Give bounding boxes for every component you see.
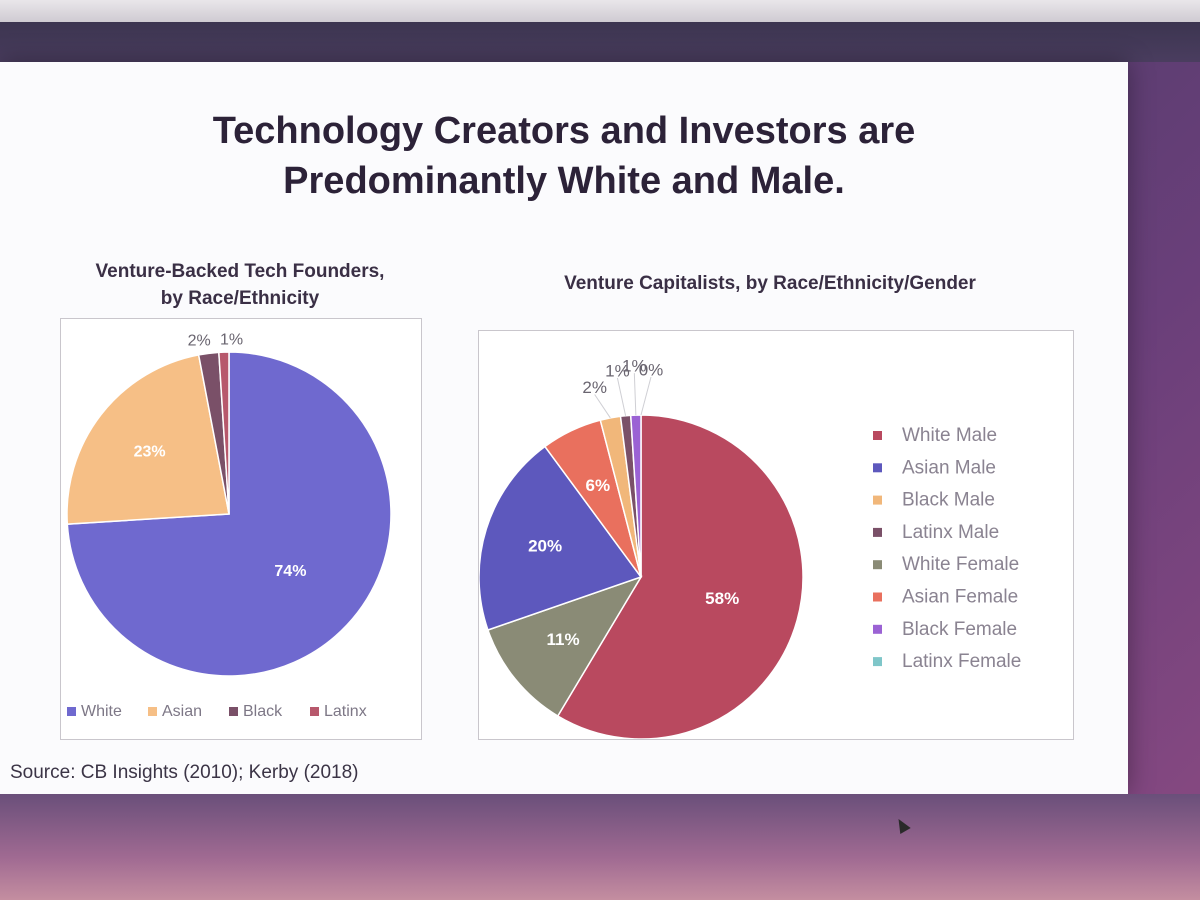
pie-slice-black-female [629,414,642,578]
founders-chart-title: Venture-Backed Tech Founders, by Race/Et… [60,258,420,312]
legend-label-white: White [81,703,122,720]
legend-label-black: Black [243,703,283,720]
founders-chart-title-line2: by Race/Ethnicity [160,288,320,309]
room-wall-below-screen [0,794,1200,900]
slide-title-line2: Predominantly White and Male. [283,160,845,202]
legend-label-asian: Asian [162,703,202,720]
data-label-latinx: 1% [220,331,243,348]
presentation-slide: Technology Creators and Investors are Pr… [0,62,1128,794]
window-top-bar [0,0,1200,22]
vc-chart-title: Venture Capitalists, by Race/Ethnicity/G… [564,273,976,294]
data-label-white-male: 58% [705,589,739,608]
legend-swatch-black-male [873,495,882,505]
legend-label-asian-female: Asian Female [902,587,1018,608]
leader-line-latinx-female [640,376,652,416]
leader-line-black-female [633,373,637,416]
legend-swatch-latinx [310,707,319,716]
vc-chart-panel: 58% 11% 20% 6% 2% 1% 1% 0% White Male Asian Male B… [478,330,1074,740]
legend-swatch-latinx-female [873,657,882,667]
data-label-black-female: 1% [622,357,647,376]
legend-swatch-black-female [873,624,882,634]
legend-swatch-asian-female [873,592,882,602]
legend-swatch-asian-male [873,463,882,473]
legend-label-latinx-female: Latinx Female [902,651,1021,672]
legend-label-asian-male: Asian Male [902,457,996,478]
data-label-asian-male: 20% [528,537,562,556]
data-label-black: 2% [188,333,211,350]
founders-pie-chart: 74% 23% 2% 1% White Asian Black Latinx [66,331,392,720]
source-citation: Source: CB Insights (2010); Kerby (2018) [10,762,359,783]
pie-slice-latinx [218,351,230,515]
data-label-white-female: 11% [546,630,579,649]
legend-label-latinx-male: Latinx Male [902,522,999,543]
founders-chart-title-line1: Venture-Backed Tech Founders, [95,261,385,282]
legend-swatch-asian [148,707,157,716]
legend-swatch-black [229,707,238,716]
pie-slice-asian-male [478,445,643,631]
legend-swatch-white [67,707,76,716]
leader-line-black-male [594,394,611,419]
pie-slice-white-female [486,575,643,718]
legend-label-latinx: Latinx [324,703,367,720]
data-label-black-male: 2% [582,378,607,397]
projector-screen-edge [0,22,1200,62]
pie-slice-white-male [556,414,804,740]
data-label-asian: 23% [134,444,166,461]
legend-label-black-male: Black Male [902,490,995,511]
data-label-asian-female: 6% [586,476,611,495]
legend-label-white-female: White Female [902,554,1019,575]
data-label-white: 74% [274,563,306,580]
leader-line-latinx-male [616,377,627,416]
legend-label-black-female: Black Female [902,619,1017,640]
pie-slice-asian [66,353,230,525]
slide-title-line1: Technology Creators and Investors are [212,110,916,152]
slide-title: Technology Creators and Investors are Pr… [0,106,1128,206]
founders-chart-panel: 74% 23% 2% 1% White Asian Black Latinx [60,318,422,740]
legend-label-white-male: White Male [902,425,997,446]
data-label-latinx-female: 0% [639,360,664,379]
legend-swatch-white-male [873,431,882,440]
legend-swatch-latinx-male [873,527,882,537]
legend-swatch-white-female [873,560,882,570]
data-label-latinx-male: 1% [605,361,630,380]
